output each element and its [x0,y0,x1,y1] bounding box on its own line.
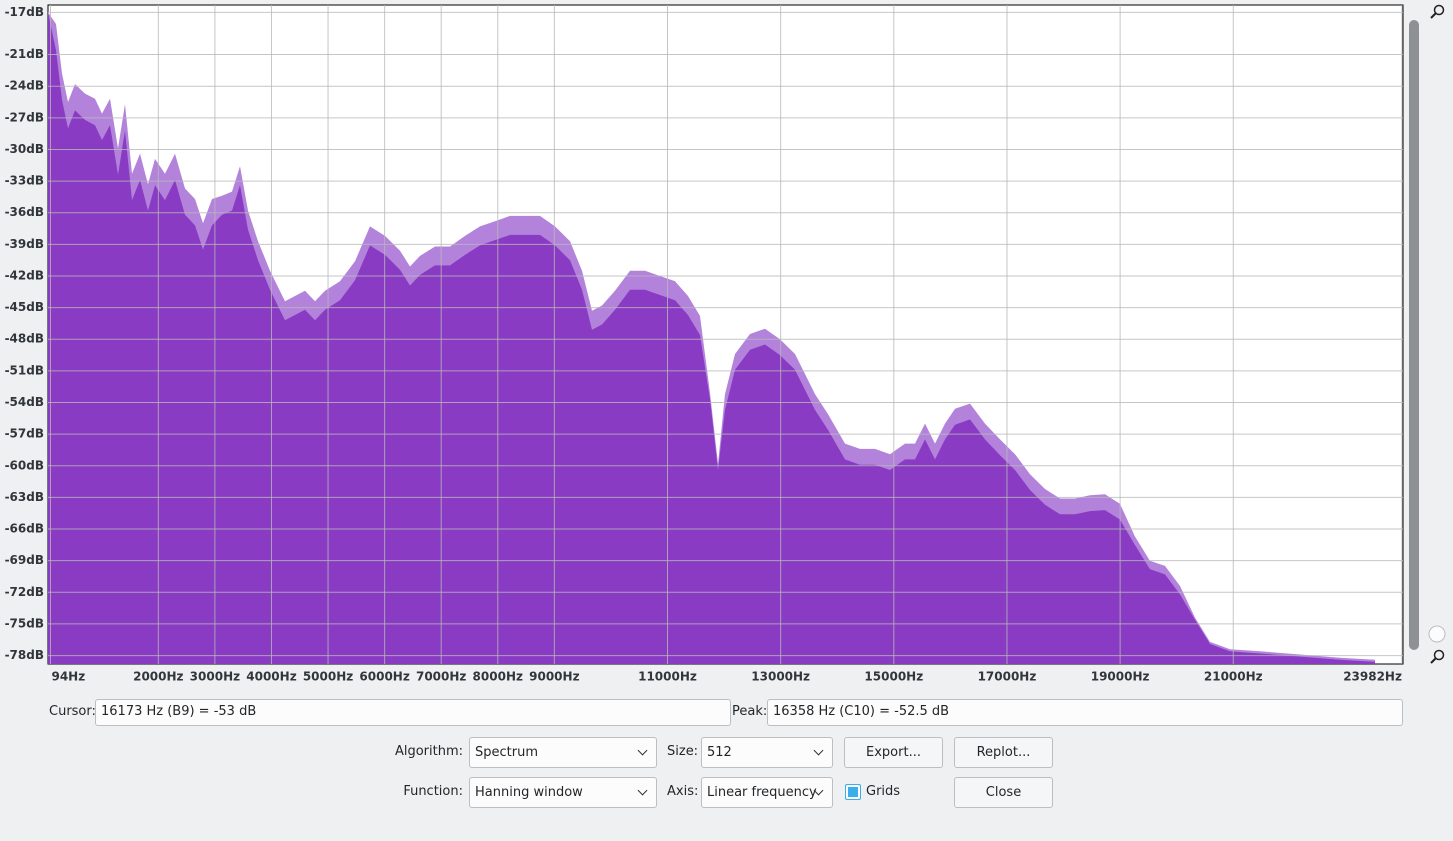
y-tick-label: -78dB [5,648,44,662]
y-tick-label: -36dB [5,205,44,219]
y-tick-label: -48dB [5,332,44,346]
function-label: Function: [403,784,463,799]
scrollbar[interactable] [1409,20,1419,650]
y-tick-label: -17dB [5,5,44,19]
peak-field[interactable]: 16358 Hz (C10) = -52.5 dB [767,699,1403,726]
x-tick-label: 6000Hz [359,670,409,684]
algorithm-combo[interactable]: Spectrum [469,737,657,768]
axis-label: Axis: [667,784,699,799]
y-tick-label: -45dB [5,300,44,314]
x-tick-label: 94Hz [51,670,85,684]
size-label: Size: [667,744,699,759]
x-tick-label: 13000Hz [751,670,810,684]
y-tick-label: -57dB [5,427,44,441]
y-tick-label: -30dB [5,142,44,156]
y-tick-label: -24dB [5,79,44,93]
y-tick-label: -72dB [5,585,44,599]
y-tick-label: -27dB [5,110,44,124]
x-tick-label: 4000Hz [246,670,296,684]
grids-label: Grids [866,784,901,799]
axis-combo[interactable]: Linear frequency [701,777,833,808]
x-tick-label: 19000Hz [1091,670,1150,684]
zoom-out[interactable] [1430,649,1445,664]
algorithm-label: Algorithm: [394,744,463,759]
export-button[interactable]: Export... [844,737,943,768]
y-tick-label: -66dB [5,522,44,536]
y-tick-label: -75dB [5,616,44,630]
size-combo[interactable]: 512 [701,737,833,768]
grids-checkbox[interactable] [845,784,861,800]
x-tick-label: 3000Hz [190,670,240,684]
cursor-field[interactable]: 16173 Hz (B9) = -53 dB [95,699,731,726]
close-button[interactable]: Close [954,777,1053,808]
y-tick-label: -21dB [5,47,44,61]
x-tick-label: 21000Hz [1204,670,1263,684]
y-tick-label: -39dB [5,237,44,251]
spectrum-plot: -17dB -21dB -24dB -27dB -30dB -33dB -36dB -39dB… [5,4,1446,684]
y-tick-label: -63dB [5,490,44,504]
spectrum-area [48,12,1375,664]
x-tick-label: 9000Hz [529,670,579,684]
y-tick-label: -69dB [5,553,44,567]
x-tick-label: 11000Hz [638,670,697,684]
peak-label: Peak: [732,704,768,719]
x-tick-label: 15000Hz [864,670,923,684]
x-tick-label: 17000Hz [978,670,1037,684]
y-tick-label: -33dB [5,174,44,188]
y-tick-label: -60dB [5,458,44,472]
function-combo[interactable]: Hanning window [469,777,657,808]
zoom-slider[interactable] [1428,625,1446,643]
x-tick-label: 7000Hz [416,670,466,684]
x-tick-label: 8000Hz [473,670,523,684]
x-tick-label: 2000Hz [133,670,183,684]
cursor-label: Cursor: [49,704,96,719]
y-tick-label: -42dB [5,268,44,282]
x-tick-label: 5000Hz [303,670,353,684]
y-tick-label: -51dB [5,363,44,377]
x-tick-label: 23982Hz [1343,670,1402,684]
replot-button[interactable]: Replot... [954,737,1053,768]
y-tick-label: -54dB [5,395,44,409]
zoom-in[interactable] [1430,4,1445,19]
